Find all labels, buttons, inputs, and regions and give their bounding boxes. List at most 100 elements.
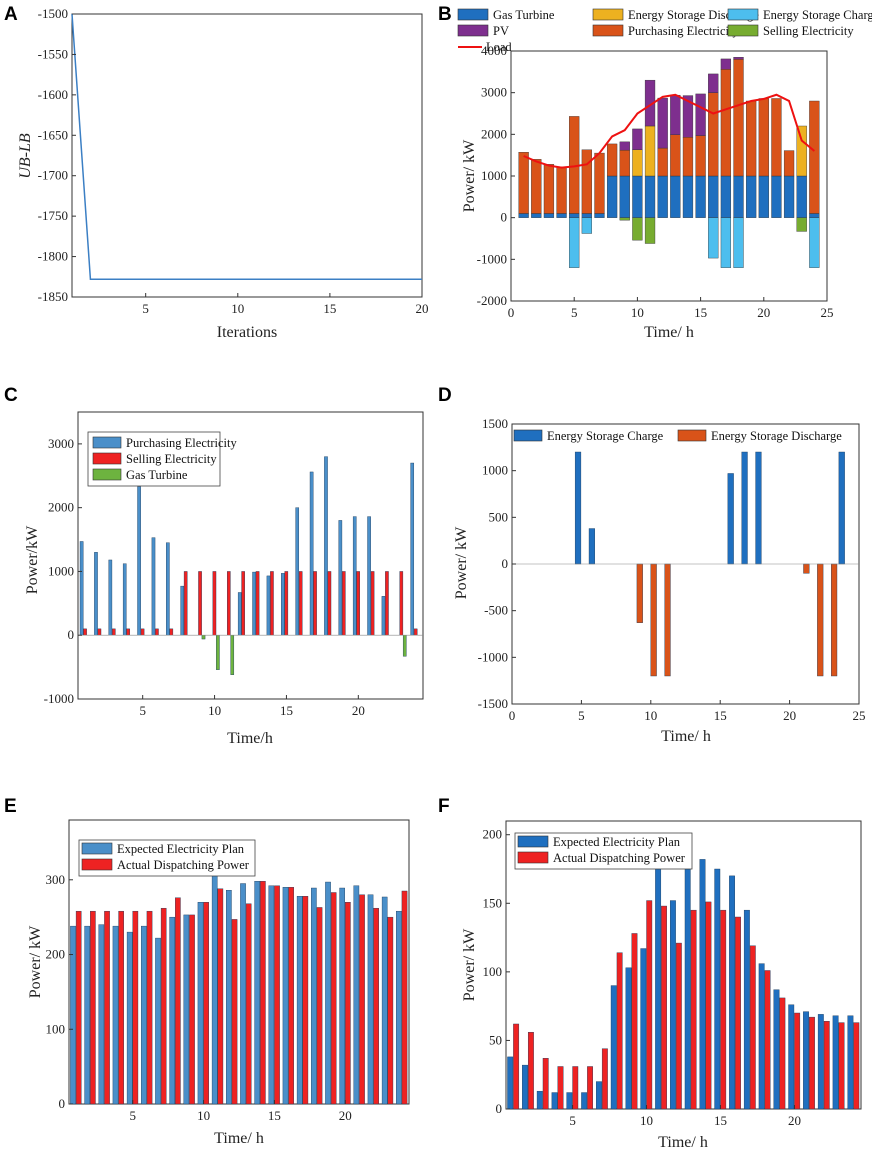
panel-f-xtick-label: 10 — [640, 1113, 653, 1128]
bar-energy-storage-charge-18 — [733, 217, 744, 268]
panel-b-legend: Gas Turbine Energy Storage Discharge Energ… — [457, 8, 872, 54]
bar-expected-electricity-plan-5 — [126, 931, 133, 1105]
bar-actual-dispatching-power-13 — [245, 903, 252, 1105]
bar-expected-electricity-plan-18 — [758, 963, 765, 1110]
bar-gas-turbine-1 — [518, 213, 529, 218]
bar-purchasing-electricity-6 — [151, 537, 156, 636]
panel-e-ytick-label: 200 — [46, 947, 66, 962]
bar-purchasing-electricity-3 — [108, 559, 113, 636]
bar-purchasing-electricity-4 — [122, 563, 127, 636]
panel-b-xlabel: Time/ h — [644, 324, 694, 341]
bar-expected-electricity-plan-11 — [211, 875, 218, 1105]
panel-a-ylabel: UB-LB — [17, 133, 34, 179]
panel-a: A 5 10 15 20 -1500 -1550 -1600 -1650 -1700 -1750 -… — [4, 4, 429, 341]
panel-e-ylabel: Power/ kW — [27, 925, 44, 998]
panel-c: C 5 10 15 20 -1000 0 1000 2000 3000 Purchasing E… — [4, 385, 424, 747]
bar-gas-turbine-10 — [632, 175, 643, 218]
legend-label-energy-storage-discharge: Energy Storage Discharge — [628, 8, 759, 22]
bar-purchasing-electricity-16 — [708, 92, 719, 177]
panel-f-xtick-label: 15 — [714, 1113, 727, 1128]
bar-expected-electricity-plan-23 — [381, 896, 388, 1105]
bar-gas-turbine-24 — [809, 213, 820, 218]
panel-c-ytick-label: 0 — [68, 627, 75, 642]
bar-actual-dispatching-power-2 — [90, 910, 96, 1105]
bar-gas-turbine-2 — [531, 213, 542, 218]
bar-energy-storage-discharge-10 — [632, 149, 643, 177]
bar-selling-electricity-23 — [796, 217, 807, 232]
panel-b-ytick-label: -2000 — [477, 293, 507, 308]
panel-f-ytick-label: 0 — [496, 1101, 503, 1116]
bar-purchasing-electricity-16 — [295, 507, 300, 636]
bar-purchasing-electricity-9 — [619, 149, 630, 177]
panel-f-xtick-label: 20 — [788, 1113, 801, 1128]
bar-purchasing-electricity-17 — [309, 471, 314, 636]
panel-a-label: A — [4, 4, 18, 25]
bar-actual-dispatching-power-10 — [646, 900, 653, 1110]
bar-expected-electricity-plan-4 — [551, 1092, 558, 1110]
bar-selling-electricity-1 — [83, 628, 87, 636]
bar-expected-electricity-plan-9 — [625, 967, 632, 1110]
bar-actual-dispatching-power-24 — [853, 1022, 860, 1110]
legend-swatch-gas-turbine — [92, 468, 122, 481]
bar-energy-storage-charge-16 — [727, 473, 734, 565]
panel-f-xlabel: Time/ h — [658, 1134, 708, 1151]
bar-expected-electricity-plan-10 — [640, 948, 647, 1110]
bar-actual-dispatching-power-14 — [705, 901, 712, 1110]
bar-actual-dispatching-power-16 — [735, 916, 741, 1110]
bar-energy-storage-charge-18 — [755, 451, 762, 565]
bar-gas-turbine-11 — [644, 175, 656, 218]
bar-expected-electricity-plan-12 — [669, 900, 676, 1110]
panel-d-label: D — [438, 385, 452, 406]
bar-energy-storage-charge-17 — [741, 451, 748, 565]
panel-d-xlabel: Time/ h — [661, 728, 711, 745]
bar-expected-electricity-plan-9 — [183, 914, 190, 1105]
legend-label-pv: PV — [493, 24, 509, 38]
bar-selling-electricity-23 — [399, 571, 404, 636]
bar-expected-electricity-plan-19 — [773, 989, 780, 1110]
bar-selling-electricity-20 — [356, 571, 360, 636]
bar-energy-storage-charge-24 — [809, 217, 820, 268]
panel-c-xlabel: Time/h — [227, 730, 273, 747]
bar-gas-turbine-13 — [670, 175, 681, 218]
bar-actual-dispatching-power-7 — [601, 1048, 608, 1110]
bar-purchasing-electricity-21 — [367, 516, 371, 636]
bar-expected-electricity-plan-15 — [714, 868, 721, 1110]
bar-selling-electricity-12 — [241, 571, 245, 636]
bar-expected-electricity-plan-6 — [141, 925, 147, 1105]
panel-b-xtick-label: 25 — [821, 305, 834, 320]
legend-swatch-gas-turbine — [457, 8, 489, 21]
bar-actual-dispatching-power-11 — [661, 905, 667, 1110]
legend-swatch-expected-electricity-plan — [81, 842, 113, 855]
bar-expected-electricity-plan-13 — [684, 868, 691, 1110]
bar-gas-turbine-10 — [216, 635, 220, 670]
bar-actual-dispatching-power-9 — [631, 933, 638, 1110]
bar-actual-dispatching-power-23 — [387, 916, 394, 1105]
bar-actual-dispatching-power-5 — [572, 1066, 579, 1110]
bar-expected-electricity-plan-17 — [743, 909, 750, 1110]
bar-actual-dispatching-power-22 — [823, 1021, 830, 1110]
bar-expected-electricity-plan-8 — [169, 916, 175, 1105]
bar-actual-dispatching-power-15 — [720, 909, 727, 1110]
bar-pv-17 — [720, 58, 732, 70]
panel-e-legend: Expected Electricity Plan Actual Dispatch… — [78, 839, 256, 877]
panel-d-ytick-label: -1500 — [478, 696, 508, 711]
legend-label-actual-dispatching-power: Actual Dispatching Power — [553, 851, 686, 865]
bar-energy-storage-charge-6 — [581, 217, 592, 234]
bar-selling-electricity-15 — [284, 571, 289, 636]
bar-expected-electricity-plan-13 — [240, 883, 246, 1105]
bar-actual-dispatching-power-17 — [302, 896, 309, 1105]
bar-selling-electricity-13 — [255, 571, 260, 636]
panel-e-xtick-label: 5 — [130, 1108, 137, 1123]
bar-actual-dispatching-power-20 — [794, 1012, 801, 1110]
panel-d: D 0 5 10 15 20 25 -1500 -1000 -500 0 500 1000 1500 E… — [438, 385, 866, 745]
panel-a-ytick-label: -1800 — [38, 249, 68, 264]
bar-gas-turbine-16 — [708, 175, 719, 218]
panel-b-ytick-label: 2000 — [481, 126, 507, 141]
bar-purchasing-electricity-22 — [783, 150, 795, 177]
bar-gas-turbine-18 — [733, 175, 744, 218]
panel-a-ytick-label: -1850 — [38, 289, 68, 304]
bar-purchasing-electricity-12 — [657, 147, 668, 177]
panel-f-xtick-label: 5 — [569, 1113, 576, 1128]
bar-actual-dispatching-power-23 — [838, 1022, 845, 1110]
